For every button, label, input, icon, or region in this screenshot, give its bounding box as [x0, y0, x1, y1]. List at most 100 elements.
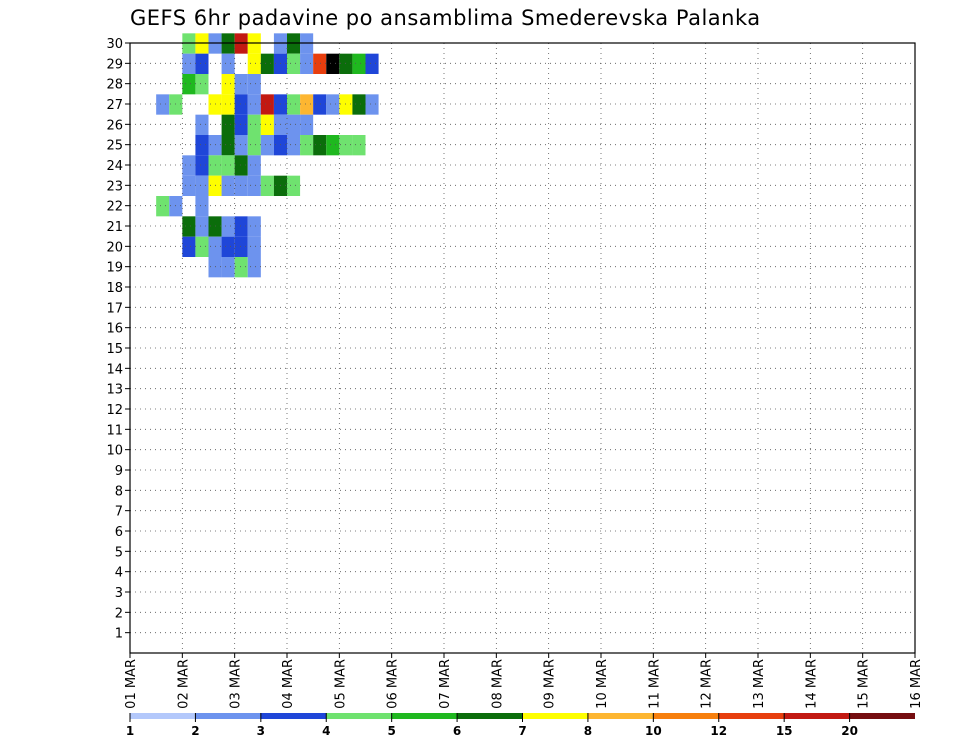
heat-cell [221, 53, 235, 74]
heat-cell [221, 175, 235, 196]
colorbar-label: 1 [126, 724, 134, 738]
colorbar-label: 6 [453, 724, 461, 738]
heat-cell [195, 53, 209, 74]
heat-cell [339, 53, 353, 74]
y-tick-label: 8 [115, 484, 123, 499]
y-tick-label: 7 [115, 505, 123, 520]
heat-cell [221, 257, 235, 278]
heat-cell [195, 155, 209, 176]
y-tick-labels: 1234567891011121314151617181920212223242… [106, 37, 130, 642]
colorbar-label: 4 [322, 724, 330, 738]
heat-cell [234, 216, 248, 237]
heat-cell [221, 114, 235, 135]
colorbar-swatch [784, 713, 850, 719]
x-tick-label: 01 MAR [124, 659, 139, 709]
x-tick-label: 13 MAR [752, 659, 767, 709]
x-tick-label: 05 MAR [333, 659, 348, 709]
x-tick-label: 14 MAR [804, 659, 819, 709]
heat-cell [326, 94, 340, 115]
colorbar-swatch [457, 713, 523, 719]
y-tick-label: 2 [115, 606, 123, 621]
heat-cell [247, 155, 261, 176]
y-tick-label: 18 [106, 281, 123, 296]
y-tick-label: 28 [106, 78, 123, 93]
heat-cell [313, 135, 327, 156]
cells-layer [156, 33, 379, 278]
colorbar-label: 8 [584, 724, 592, 738]
heat-cell [221, 94, 235, 115]
heat-cell [247, 53, 261, 74]
heat-cell [273, 53, 287, 74]
grid-layer [129, 42, 916, 653]
heat-cell [195, 216, 209, 237]
heat-cell [195, 74, 209, 95]
y-tick-label: 15 [106, 342, 123, 357]
y-tick-label: 19 [106, 261, 123, 276]
colorbar-swatch [260, 713, 327, 719]
heat-cell [195, 196, 209, 217]
heat-cell [339, 135, 353, 156]
x-tick-label: 12 MAR [700, 659, 715, 709]
y-tick-label: 11 [106, 423, 123, 438]
y-tick-label: 10 [106, 444, 123, 459]
heat-cell [208, 94, 222, 115]
colorbar-swatch [849, 713, 915, 719]
heat-cell [169, 94, 183, 115]
x-tick-labels: 01 MAR 02 MAR 03 MAR 04 MAR 05 MAR 06 MAR 07 M… [124, 653, 924, 709]
x-tick-label: 03 MAR [229, 659, 244, 709]
heat-cell [352, 94, 366, 115]
y-tick-label: 16 [106, 322, 123, 337]
colorbar-swatch [587, 713, 654, 719]
heat-cell [234, 135, 248, 156]
x-tick-label: 15 MAR [857, 659, 872, 709]
colorbar-label: 10 [645, 724, 662, 738]
y-tick-label: 22 [106, 200, 123, 215]
chart-title: GEFS 6hr padavine po ansamblima Smederev… [130, 6, 761, 30]
heat-cell [234, 94, 248, 115]
heat-cell [221, 216, 235, 237]
colorbar-swatch [718, 713, 785, 719]
heat-cell [352, 53, 366, 74]
heat-cell [300, 53, 314, 74]
colorbar-label: 7 [518, 724, 526, 738]
heat-cell [365, 53, 379, 74]
heat-cell [208, 155, 222, 176]
colorbar-swatch [391, 713, 458, 719]
y-tick-label: 30 [106, 37, 123, 52]
heat-cell [313, 53, 327, 74]
y-tick-label: 27 [106, 98, 123, 113]
x-tick-label: 07 MAR [438, 659, 453, 709]
colorbar-swatch [130, 713, 196, 719]
x-tick-label: 10 MAR [595, 659, 610, 709]
heat-cell [234, 236, 248, 257]
heat-cell [287, 175, 301, 196]
heat-cell [208, 257, 222, 278]
colorbar-label: 2 [191, 724, 199, 738]
heat-cell [300, 135, 314, 156]
heat-cell [221, 74, 235, 95]
x-tick-label: 16 MAR [909, 659, 924, 709]
heat-cell [287, 114, 301, 135]
y-tick-label: 9 [115, 464, 123, 479]
heat-cell [234, 155, 248, 176]
heat-cell [182, 175, 196, 196]
heat-cell [352, 135, 366, 156]
y-tick-label: 26 [106, 118, 123, 133]
colorbar-label: 12 [710, 724, 727, 738]
heat-cell [247, 114, 261, 135]
heat-cell [313, 94, 327, 115]
colorbar-swatch [195, 713, 261, 719]
x-tick-label: 11 MAR [647, 659, 662, 709]
colorbar-swatch [653, 713, 719, 719]
heat-cell [221, 155, 235, 176]
x-tick-label: 02 MAR [176, 659, 191, 709]
heat-cell [273, 114, 287, 135]
heat-cell [339, 94, 353, 115]
heat-cell [287, 135, 301, 156]
y-tick-label: 25 [106, 139, 123, 154]
heat-cell [234, 257, 248, 278]
y-tick-label: 20 [106, 240, 123, 255]
y-tick-label: 29 [106, 57, 123, 72]
heat-cell [273, 175, 287, 196]
